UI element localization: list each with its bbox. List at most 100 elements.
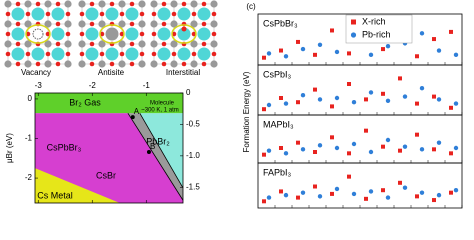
lead-atom: [190, 20, 198, 28]
lead-atom: [4, 20, 12, 28]
cation-atom: [157, 47, 171, 61]
phase-boundary: [127, 112, 184, 201]
x-rich-point: [279, 189, 283, 194]
x-rich-point: [381, 91, 385, 96]
lead-atom: [4, 0, 12, 8]
lead-atom: [210, 60, 218, 68]
lead-atom: [190, 40, 198, 48]
halide-atom: [15, 41, 21, 47]
lead-atom: [150, 60, 158, 68]
x-rich-point: [364, 128, 368, 133]
halide-atom: [99, 31, 105, 37]
halide-atom: [211, 31, 217, 37]
pb-rich-point: [402, 185, 408, 190]
phase-region: [35, 113, 183, 203]
plot-frame: [34, 92, 184, 204]
halide-atom: [45, 31, 51, 37]
lead-atom: [78, 0, 86, 8]
lead-atom: [138, 0, 146, 8]
pb-rich-point: [419, 86, 425, 91]
legend-marker: [350, 32, 357, 38]
defect-highlight: [25, 24, 51, 44]
cation-atom: [177, 7, 191, 21]
pb-rich-point: [300, 147, 306, 152]
x-rich-point: [432, 94, 436, 99]
halide-atom: [109, 1, 115, 7]
cation-atom: [105, 47, 119, 61]
lead-atom: [190, 60, 198, 68]
lead-atom: [64, 40, 72, 48]
lead-atom: [150, 40, 158, 48]
x-rich-point: [313, 52, 317, 57]
pb-rich-point: [453, 145, 459, 151]
phase-boundary: [139, 112, 184, 189]
cation-atom: [157, 27, 171, 41]
pb-rich-point: [453, 101, 459, 106]
legend-box: [345, 14, 413, 44]
x-rich-point: [398, 76, 402, 81]
halide-atom: [89, 41, 95, 47]
cation-atom: [51, 47, 65, 61]
cation-atom: [85, 27, 99, 41]
interstitial-atom: [181, 26, 187, 32]
pb-rich-point: [436, 192, 442, 198]
halide-atom: [129, 21, 135, 27]
cation-atom: [177, 47, 191, 61]
pb-rich-point: [402, 144, 408, 149]
lead-atom: [170, 20, 178, 28]
lead-atom: [210, 0, 218, 8]
x-rich-point: [398, 180, 402, 185]
halide-atom: [15, 61, 21, 67]
halide-atom: [201, 1, 207, 7]
point: [146, 149, 151, 154]
pb-rich-point: [266, 148, 272, 153]
halide-atom: [119, 11, 125, 17]
vacancy: [32, 28, 44, 40]
panel-title: FAPbI₃: [263, 167, 292, 177]
halide-atom: [201, 61, 207, 67]
x-rich-point: [262, 199, 266, 204]
cation-atom: [197, 7, 211, 21]
halide-atom: [55, 1, 61, 7]
halide-atom: [89, 21, 95, 27]
halide-atom: [181, 61, 187, 67]
lead-atom: [150, 0, 158, 8]
cation-atom: [105, 27, 119, 41]
cation-atom: [31, 47, 45, 61]
halide-atom: [25, 11, 31, 17]
halide-atom: [191, 31, 197, 37]
lead-atom: [190, 0, 198, 8]
lead-atom: [98, 20, 106, 28]
pb-rich-point: [283, 54, 289, 59]
x-rich-point: [347, 51, 351, 56]
point-label: A: [134, 107, 140, 116]
region-label: CsPbBr₃: [47, 142, 82, 152]
halide-atom: [99, 51, 105, 57]
halide-atom: [109, 61, 115, 67]
halide-atom: [99, 11, 105, 17]
lead-atom: [24, 60, 32, 68]
y2-tick-label: -1.0: [186, 151, 200, 160]
halide-atom: [181, 1, 187, 7]
x-rich-point: [347, 151, 351, 156]
halide-atom: [139, 51, 145, 57]
y2-tick-label: 0: [186, 88, 191, 97]
cation-atom: [85, 47, 99, 61]
x-rich-point: [330, 191, 334, 196]
region-label: Br₂ Gas: [69, 97, 101, 107]
x-rich-point: [262, 152, 266, 157]
halide-atom: [151, 51, 157, 57]
lattice-label: Interstitial: [166, 68, 200, 77]
lead-atom: [24, 20, 32, 28]
halide-atom: [129, 41, 135, 47]
pb-rich-point: [317, 194, 323, 199]
pb-rich-point: [300, 46, 306, 52]
cation-atom: [85, 7, 99, 21]
pb-rich-point: [317, 97, 323, 102]
halide-atom: [129, 1, 135, 7]
x-rich-point: [330, 28, 334, 33]
y-axis-label: Formation Energy (eV): [242, 71, 251, 152]
pb-rich-point: [419, 190, 425, 195]
x-rich-point: [449, 29, 453, 34]
y-axis-label: μBr (eV): [5, 133, 14, 163]
